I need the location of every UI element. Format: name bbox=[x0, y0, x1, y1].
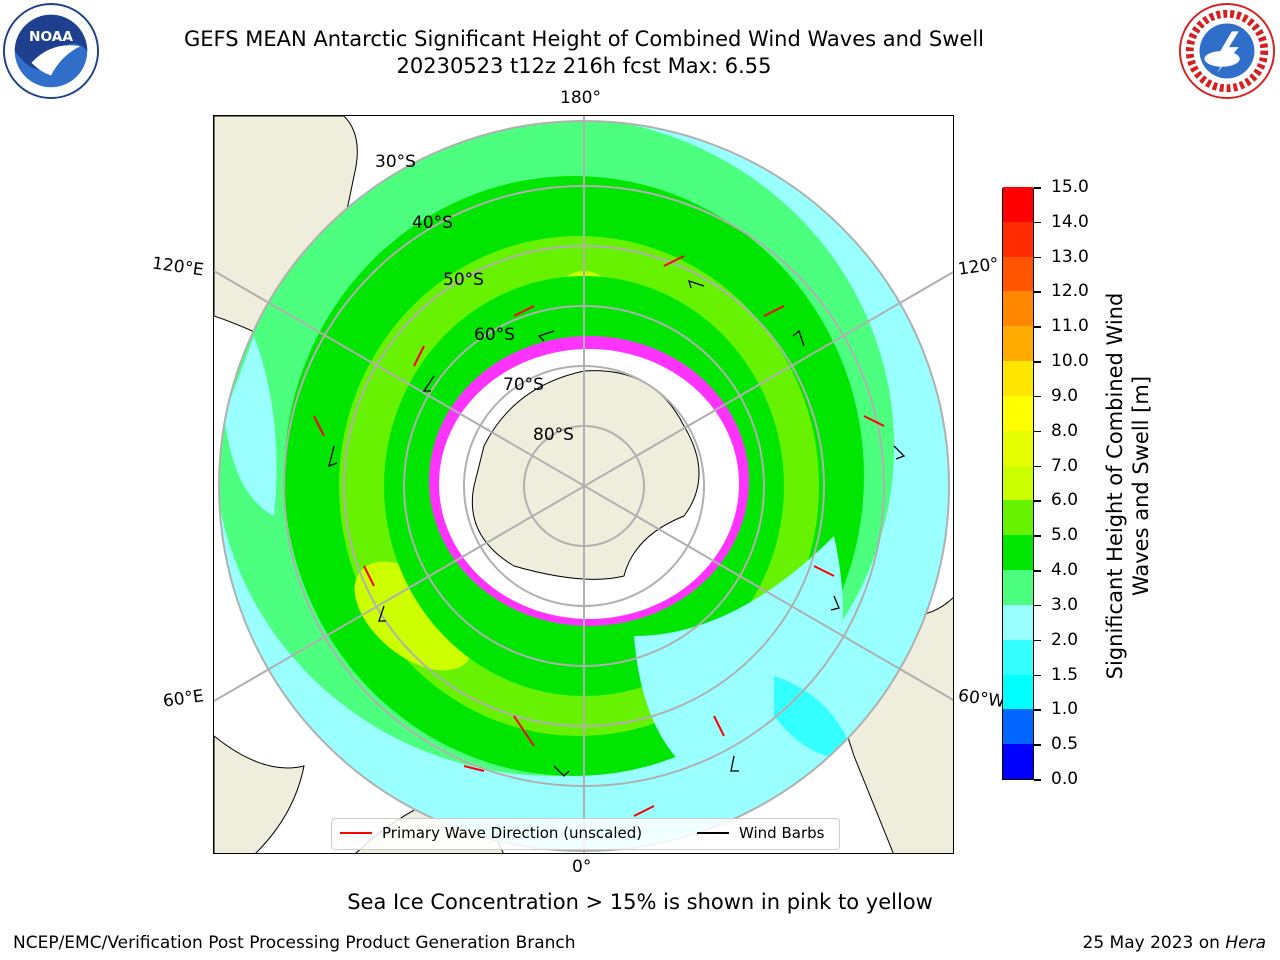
colorbar-segment bbox=[1003, 604, 1033, 640]
colorbar-segment bbox=[1003, 499, 1033, 536]
lat-label-60s: 60°S bbox=[474, 325, 515, 345]
colorbar-segment bbox=[1003, 325, 1033, 362]
colorbar-tick-label: 2.0 bbox=[1051, 629, 1079, 650]
legend: Primary Wave Direction (unscaled) Wind B… bbox=[331, 818, 840, 850]
wave-direction-arrows bbox=[313, 255, 885, 817]
colorbar-tick bbox=[1034, 326, 1041, 328]
lat-label-70s: 70°S bbox=[503, 375, 544, 395]
colorbar-tick bbox=[1034, 709, 1041, 711]
colorbar-tick bbox=[1034, 221, 1041, 224]
colorbar-tick-label: 13.0 bbox=[1051, 246, 1089, 267]
colorbar-tick-label: 15.0 bbox=[1051, 177, 1089, 197]
lat-label-40s: 40°S bbox=[412, 213, 453, 233]
colorbar-segment bbox=[1003, 290, 1033, 327]
colorbar-segment bbox=[1003, 639, 1033, 675]
legend-wave-label: Primary Wave Direction (unscaled) bbox=[382, 824, 643, 842]
colorbar-tick-label: 11.0 bbox=[1051, 316, 1089, 337]
map-title: GEFS MEAN Antarctic Significant Height o… bbox=[183, 27, 985, 51]
colorbar-tick bbox=[1034, 395, 1041, 398]
colorbar-segment bbox=[1003, 186, 1033, 222]
legend-barb-label: Wind Barbs bbox=[739, 824, 825, 842]
colorbar-tick-label: 4.0 bbox=[1051, 560, 1079, 581]
sea-ice-note: Sea Ice Concentration > 15% is shown in … bbox=[347, 890, 933, 914]
colorbar-tick bbox=[1034, 361, 1041, 363]
lon-label-60w: 60°W bbox=[956, 685, 1007, 713]
lon-label-60e: 60°E bbox=[161, 686, 206, 712]
colorbar-tick bbox=[1034, 674, 1041, 677]
colorbar-segment bbox=[1003, 430, 1033, 466]
colorbar-tick-label: 9.0 bbox=[1051, 385, 1079, 406]
wind-barbs bbox=[328, 279, 906, 777]
colorbar-segment bbox=[1003, 569, 1033, 605]
lat-label-50s: 50°S bbox=[443, 270, 484, 290]
footer-credit: NCEP/EMC/Verification Post Processing Pr… bbox=[13, 933, 576, 953]
colorbar-tick-label: 10.0 bbox=[1051, 351, 1089, 372]
lon-label-120e: 120°E bbox=[150, 253, 205, 281]
colorbar-tick-label: 7.0 bbox=[1051, 455, 1079, 476]
colorbar-tick-label: 1.0 bbox=[1051, 699, 1079, 720]
colorbar-label: Significant Height of Combined Wind Wave… bbox=[1103, 292, 1153, 680]
colorbar-segment bbox=[1003, 674, 1033, 710]
colorbar-tick bbox=[1034, 779, 1041, 781]
lat-label-80s: 80°S bbox=[533, 425, 574, 445]
footer-date-text: 25 May 2023 on bbox=[1082, 933, 1226, 953]
noaa-logo-text: NOAA bbox=[29, 29, 73, 45]
lon-label-180: 180° bbox=[560, 88, 601, 108]
colorbar-tick bbox=[1034, 187, 1041, 189]
lon-label-120w: 120° bbox=[956, 254, 1001, 280]
colorbar-segment bbox=[1003, 465, 1033, 501]
footer-host: Hera bbox=[1225, 933, 1266, 953]
map-subtitle: 20230523 t12z 216h fcst Max: 6.55 bbox=[396, 54, 772, 78]
colorbar-tick bbox=[1034, 256, 1041, 259]
colorbar bbox=[1002, 186, 1034, 780]
colorbar-tick-label: 6.0 bbox=[1051, 490, 1079, 511]
colorbar-tick bbox=[1034, 604, 1041, 607]
colorbar-tick bbox=[1034, 744, 1041, 746]
colorbar-tick bbox=[1034, 291, 1041, 293]
polar-map bbox=[213, 115, 954, 854]
colorbar-segment bbox=[1003, 743, 1033, 779]
land-africa bbox=[214, 735, 305, 853]
legend-wave-line bbox=[340, 832, 372, 834]
lat-label-30s: 30°S bbox=[375, 152, 416, 172]
nws-logo bbox=[1178, 2, 1276, 100]
colorbar-tick bbox=[1034, 639, 1041, 642]
colorbar-segment bbox=[1003, 360, 1033, 396]
colorbar-tick-label: 5.0 bbox=[1051, 525, 1079, 546]
colorbar-tick bbox=[1034, 570, 1041, 572]
colorbar-tick-label: 8.0 bbox=[1051, 420, 1079, 441]
noaa-logo: NOAA bbox=[2, 2, 100, 100]
colorbar-segment bbox=[1003, 221, 1033, 257]
colorbar-segment bbox=[1003, 708, 1033, 745]
colorbar-tick-label: 0.0 bbox=[1051, 769, 1079, 789]
colorbar-tick bbox=[1034, 430, 1041, 433]
lon-label-0: 0° bbox=[572, 857, 592, 877]
colorbar-segment bbox=[1003, 395, 1033, 431]
colorbar-tick-label: 12.0 bbox=[1051, 281, 1089, 302]
legend-barb-line bbox=[697, 832, 729, 834]
colorbar-segment bbox=[1003, 534, 1033, 571]
colorbar-tick-label: 1.5 bbox=[1051, 664, 1079, 685]
colorbar-tick-label: 14.0 bbox=[1051, 211, 1089, 232]
colorbar-tick bbox=[1034, 500, 1041, 502]
colorbar-tick-label: 0.5 bbox=[1051, 734, 1079, 755]
colorbar-tick bbox=[1034, 535, 1041, 537]
colorbar-tick-label: 3.0 bbox=[1051, 594, 1079, 615]
footer-date: 25 May 2023 on Hera bbox=[1083, 933, 1267, 953]
colorbar-segment bbox=[1003, 256, 1033, 292]
colorbar-tick bbox=[1034, 465, 1041, 468]
